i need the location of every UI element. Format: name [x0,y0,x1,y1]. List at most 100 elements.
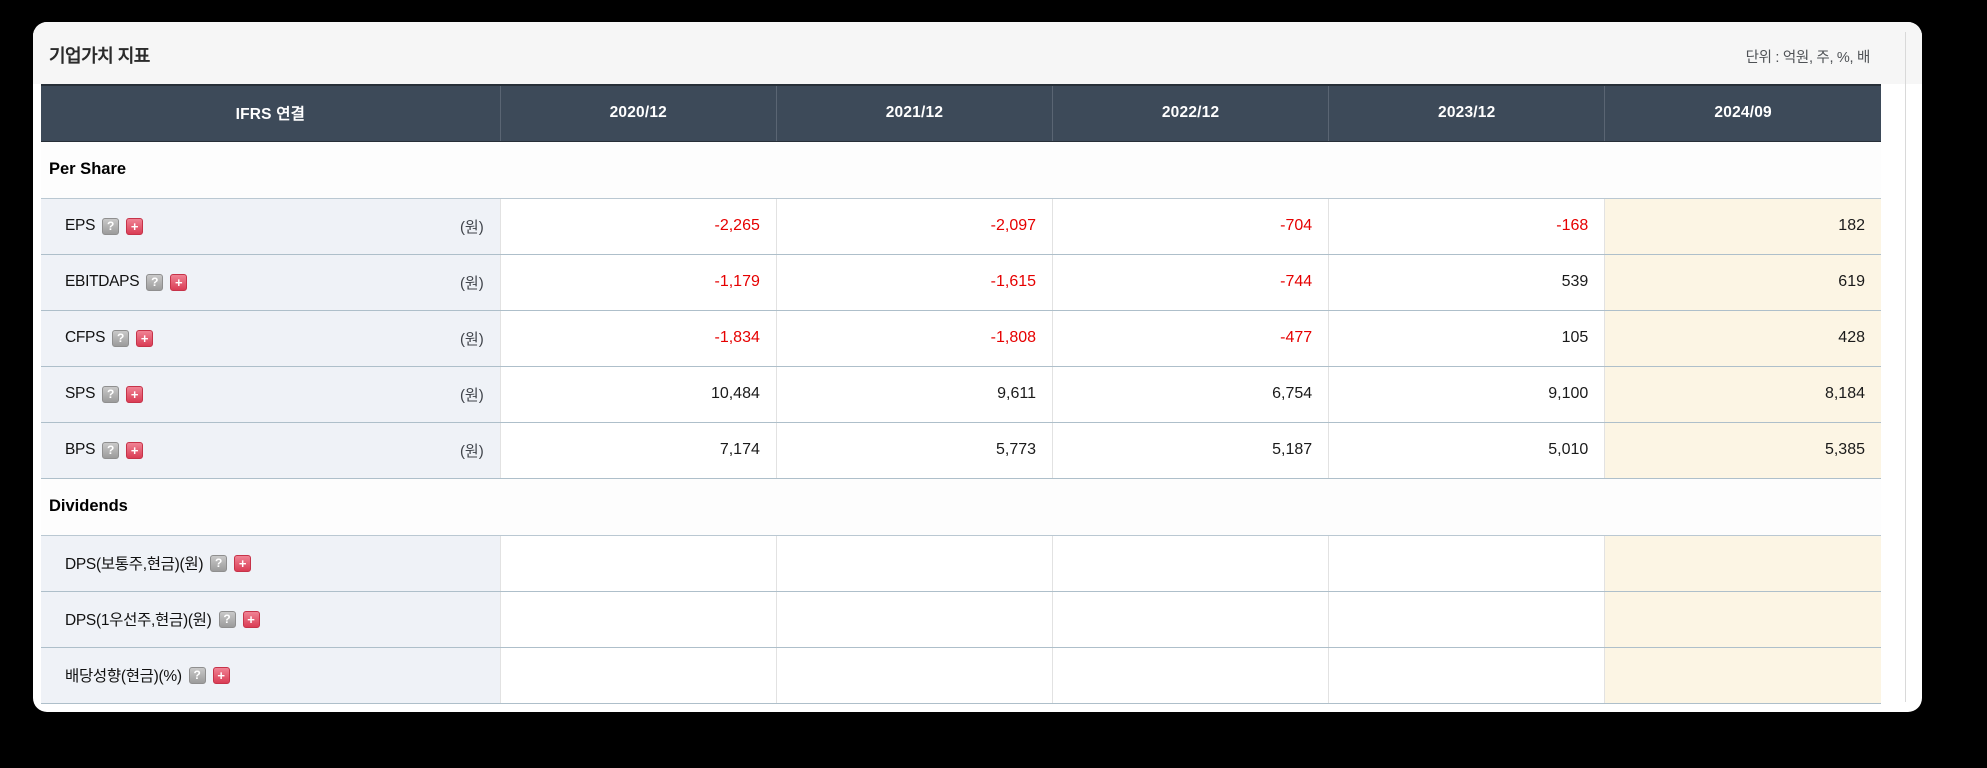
value-cell [499,535,777,592]
value-cell: -704 [1052,198,1329,255]
value-cell: -1,808 [775,310,1053,367]
row-unit: (원) [459,218,484,236]
help-icon[interactable]: ? [210,554,228,572]
content-panel: 기업가치 지표 단위 : 억원, 주, %, 배 IFRS 연결 2020/12… [33,22,1922,712]
value-cell: -2,265 [499,198,777,255]
scroll-track-divider [1905,32,1906,702]
header-ifrs-label: IFRS 연결 [41,84,501,142]
table-header-row: IFRS 연결 2020/12 2021/12 2022/12 2023/12 … [41,84,1881,142]
page-title: 기업가치 지표 [49,46,150,66]
row-label-cell: SPS? + (원) [41,366,501,423]
help-icon[interactable]: ? [102,385,120,403]
value-cell [775,591,1053,648]
value-cell [775,647,1053,704]
value-cell: -2,097 [775,198,1053,255]
table-row: 배당성향(현금)(%)? + [41,647,1881,704]
expand-icon[interactable]: + [234,554,252,572]
value-cell: 10,484 [499,366,777,423]
row-label-group: DPS(보통주,현금)(원)? + [65,552,484,574]
expand-icon[interactable]: + [126,441,144,459]
row-label-group: 배당성향(현금)(%)? + [65,664,484,686]
row-label: 배당성향(현금)(%) [65,668,182,685]
help-icon[interactable]: ? [146,273,164,291]
value-cell: -1,179 [499,254,777,311]
value-cell [1328,591,1605,648]
section-header-row: Dividends [41,478,1881,536]
value-cell [1052,535,1329,592]
value-cell: -168 [1328,198,1605,255]
row-unit: (원) [459,442,484,460]
table-row: EBITDAPS? + (원) -1,179 -1,615 -744 539 619 [41,254,1881,311]
row-label: EBITDAPS [65,273,140,290]
table-body: Per Share EPS? + (원) -2,265 -2,097 -704 -168 182… [41,141,1881,704]
header-col-2021: 2021/12 [775,84,1053,142]
value-cell: 5,773 [775,422,1053,479]
value-cell: -1,834 [499,310,777,367]
row-unit: (원) [459,274,484,292]
value-cell: 105 [1328,310,1605,367]
row-label-cell: 배당성향(현금)(%)? + [41,647,501,704]
expand-icon[interactable]: + [170,273,188,291]
value-cell [1604,535,1881,592]
valuation-metrics-table: IFRS 연결 2020/12 2021/12 2022/12 2023/12 … [41,84,1881,704]
row-label-group: EBITDAPS? + (원) [65,272,484,293]
header-col-2024: 2024/09 [1604,84,1881,142]
expand-icon[interactable]: + [126,217,144,235]
table-row: CFPS? + (원) -1,834 -1,808 -477 105 428 [41,310,1881,367]
value-cell [499,647,777,704]
row-label: DPS(1우선주,현금)(원) [65,612,212,629]
row-label-group: SPS? + (원) [65,384,484,405]
header-col-2020: 2020/12 [499,84,777,142]
value-cell: 7,174 [499,422,777,479]
value-cell [1604,591,1881,648]
section-title: Dividends [41,478,1881,536]
help-icon[interactable]: ? [112,329,130,347]
value-cell: 8,184 [1604,366,1881,423]
value-cell: 182 [1604,198,1881,255]
value-cell: 5,010 [1328,422,1605,479]
row-label-cell: EPS? + (원) [41,198,501,255]
value-cell: -744 [1052,254,1329,311]
row-label-cell: DPS(1우선주,현금)(원)? + [41,591,501,648]
section-header-row: Per Share [41,141,1881,199]
value-cell: -1,615 [775,254,1053,311]
value-cell: 539 [1328,254,1605,311]
table-row: DPS(1우선주,현금)(원)? + [41,591,1881,648]
expand-icon[interactable]: + [242,610,260,628]
row-label: BPS [65,441,96,458]
header-col-2022: 2022/12 [1052,84,1329,142]
value-cell: 6,754 [1052,366,1329,423]
value-cell: 9,100 [1328,366,1605,423]
row-label: SPS [65,385,96,402]
row-label: CFPS [65,329,106,346]
help-icon[interactable]: ? [102,217,120,235]
row-label: DPS(보통주,현금)(원) [65,556,204,573]
value-cell [1052,591,1329,648]
value-cell: 5,385 [1604,422,1881,479]
row-label-group: BPS? + (원) [65,440,484,461]
row-label-group: EPS? + (원) [65,216,484,237]
expand-icon[interactable]: + [136,329,154,347]
table-row: SPS? + (원) 10,484 9,611 6,754 9,100 8,184 [41,366,1881,423]
table-row: BPS? + (원) 7,174 5,773 5,187 5,010 5,385 [41,422,1881,479]
table-row: EPS? + (원) -2,265 -2,097 -704 -168 182 [41,198,1881,255]
section-title: Per Share [41,141,1881,199]
row-label-group: CFPS? + (원) [65,328,484,349]
value-cell [1052,647,1329,704]
value-cell: 428 [1604,310,1881,367]
expand-icon[interactable]: + [212,666,230,684]
expand-icon[interactable]: + [126,385,144,403]
row-label-group: DPS(1우선주,현금)(원)? + [65,608,484,630]
value-cell [775,535,1053,592]
value-cell [1328,535,1605,592]
help-icon[interactable]: ? [102,441,120,459]
value-cell [499,591,777,648]
header-col-2023: 2023/12 [1328,84,1605,142]
help-icon[interactable]: ? [188,666,206,684]
value-cell: 9,611 [775,366,1053,423]
help-icon[interactable]: ? [218,610,236,628]
row-unit: (원) [459,330,484,348]
value-cell: -477 [1052,310,1329,367]
unit-note: 단위 : 억원, 주, %, 배 [1745,50,1871,66]
row-label-cell: CFPS? + (원) [41,310,501,367]
